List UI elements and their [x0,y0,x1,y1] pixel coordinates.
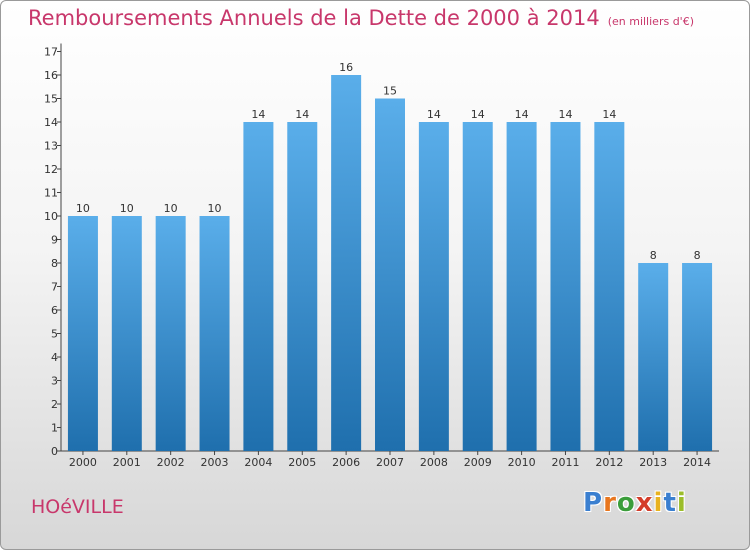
logo-letter: i [653,488,664,518]
bar [594,122,625,451]
bar-value-label: 10 [120,202,134,215]
bar-value-label: 15 [383,85,397,98]
y-tick-label: 13 [44,140,58,153]
bar-value-label: 8 [694,249,701,262]
bar-value-label: 14 [427,108,441,121]
bar-value-label: 14 [471,108,485,121]
proxiti-logo: Proxiti [583,488,687,518]
y-tick-label: 6 [51,304,58,317]
bar [375,98,405,451]
bar [331,75,362,451]
y-tick-label: 5 [51,328,58,341]
logo-letter: P [583,488,604,518]
bar-value-label: 10 [208,202,222,215]
x-tick-label: 2010 [508,456,536,469]
bar [462,122,493,451]
bar [199,216,230,451]
x-tick-label: 2007 [376,456,404,469]
bar-value-label: 8 [650,249,657,262]
x-tick-label: 2006 [332,456,360,469]
x-tick-label: 2000 [69,456,97,469]
bar [550,122,581,451]
y-tick-label: 7 [51,281,58,294]
y-tick-label: 11 [44,187,58,200]
bar [67,216,98,451]
y-tick-label: 3 [51,375,58,388]
bar [682,263,713,451]
y-tick-label: 14 [44,116,58,129]
x-tick-label: 2004 [244,456,272,469]
bar-value-label: 10 [164,202,178,215]
y-tick-label: 10 [44,210,58,223]
y-tick-label: 15 [44,93,58,106]
x-tick-label: 2001 [113,456,141,469]
y-tick-label: 8 [51,257,58,270]
bar [506,122,537,451]
x-tick-label: 2014 [683,456,711,469]
bar [111,216,142,451]
chart-header: Remboursements Annuels de la Dette de 20… [28,6,694,30]
x-tick-label: 2002 [157,456,185,469]
logo-letter: x [635,488,654,518]
logo-letter: i [676,488,687,518]
x-tick-label: 2009 [464,456,492,469]
x-tick-label: 2012 [595,456,623,469]
chart-title: Remboursements Annuels de la Dette de 20… [28,6,600,30]
y-tick-label: 2 [51,398,58,411]
bar-layer: 10 10 10 10 14 14 16 15 14 14 14 14 14 8 8 [67,61,713,451]
x-tick-label: 2011 [551,456,579,469]
y-tick-label: 16 [44,69,58,82]
chart-subtitle: (en milliers d'€) [607,15,694,28]
x-tick-label: 2003 [201,456,229,469]
x-tick-label: 2008 [420,456,448,469]
bar [243,122,274,451]
bar-value-label: 14 [251,108,265,121]
bar [155,216,186,451]
x-tick-label: 2005 [288,456,316,469]
y-tick-label: 0 [51,445,58,458]
x-tick-label: 2013 [639,456,667,469]
logo-letter: t [663,488,677,518]
bar-value-label: 14 [515,108,529,121]
logo-letter: r [603,488,617,518]
bar [287,122,318,451]
bar-value-label: 14 [295,108,309,121]
y-tick-label: 1 [51,422,58,435]
y-tick-label: 12 [44,163,58,176]
bar [638,263,669,451]
y-tick-label: 4 [51,351,58,364]
bar-value-label: 10 [76,202,90,215]
bar [418,122,449,451]
y-tick-label: 9 [51,234,58,247]
commune-name: HOéVILLE [31,496,124,518]
bar-value-label: 14 [558,108,572,121]
logo-letter: o [616,488,636,518]
y-tick-label: 17 [44,46,58,59]
bar-value-label: 14 [602,108,616,121]
bar-value-label: 16 [339,61,353,74]
